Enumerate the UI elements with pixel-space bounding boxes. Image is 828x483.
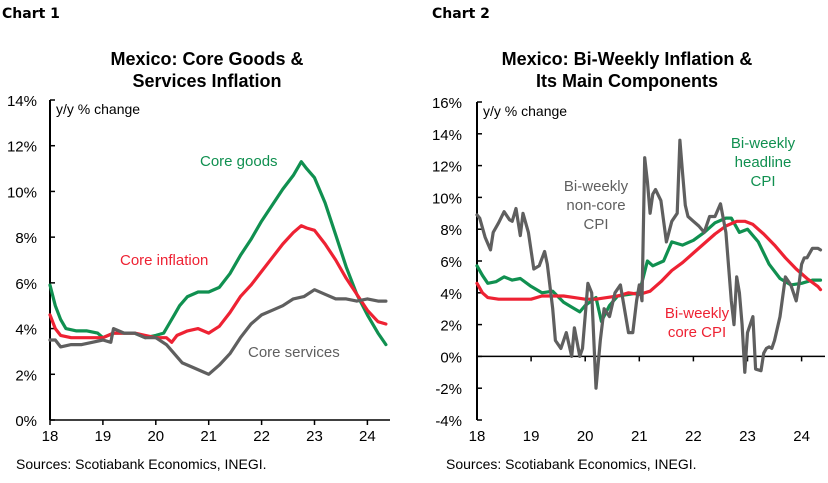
y-tick-label: 8% [15, 230, 37, 247]
series-annotation: CPI [750, 173, 775, 190]
chart-1-source: Sources: Scotiabank Economics, INEGI. [16, 456, 267, 472]
chart-1-label: Chart 1 [2, 6, 60, 22]
series-annotation: Core services [248, 344, 340, 361]
series-line-bi-weekly-core-cpi [475, 219, 823, 301]
y-tick-label: 2% [15, 367, 37, 384]
series-annotation: non-core [566, 197, 625, 214]
series-line-bi-weekly-non-core-cpi [475, 138, 823, 390]
x-tick-label: 18 [469, 428, 486, 445]
y-tick-label: 4% [440, 286, 462, 303]
chart-1-title-line-1: Mexico: Core Goods & [110, 49, 304, 69]
y-tick-label: 2% [440, 318, 462, 335]
x-tick-label: 23 [739, 428, 756, 445]
chart-1: 0% 2% 4% 6% 8% 10% 12% 14% 18 19 20 21 22 23 24 y/y % c… [7, 93, 390, 445]
y-tick-label: 10% [7, 184, 37, 201]
x-tick-label: 24 [793, 428, 810, 445]
y-tick-label: 12% [432, 159, 462, 176]
x-tick-label: 21 [631, 428, 648, 445]
y-tick-label: 16% [432, 95, 462, 112]
x-tick-label: 22 [253, 428, 270, 445]
x-tick-label: 22 [685, 428, 702, 445]
chart-2-title: Mexico: Bi-Weekly Inflation & Its Main C… [420, 48, 828, 92]
series-annotation: Bi-weekly [564, 178, 629, 195]
y-tick-label: 6% [15, 276, 37, 293]
series-annotation: Bi-weekly [665, 305, 730, 322]
x-tick-label: 20 [147, 428, 164, 445]
chart-2: -4% -2% 0% 2% 4% 6% 8% 10% 12% 14% 16% 18 19 20 21 22 23… [432, 95, 825, 445]
y-tick-label: 14% [432, 127, 462, 144]
y-tick-label: 8% [440, 222, 462, 239]
series-annotation: core CPI [668, 324, 726, 341]
series-line-core-services [48, 288, 388, 376]
y-axis-title: y/y % change [483, 103, 567, 119]
x-tick-label: 19 [523, 428, 540, 445]
x-tick-label: 21 [200, 428, 217, 445]
y-tick-label: 10% [432, 190, 462, 207]
series-line-core-goods [48, 160, 388, 347]
y-tick-label: 14% [7, 93, 37, 110]
x-tick-label: 23 [306, 428, 323, 445]
x-tick-label: 19 [95, 428, 112, 445]
y-tick-label: 6% [440, 254, 462, 271]
series-annotation: CPI [583, 216, 608, 233]
series-line-core-inflation [48, 224, 388, 344]
series-annotation: Core goods [200, 153, 278, 170]
chart-2-label: Chart 2 [432, 6, 490, 22]
y-tick-label: 12% [7, 139, 37, 156]
y-tick-label: 0% [440, 349, 462, 366]
chart-1-title-line-2: Services Inflation [132, 71, 282, 91]
series-annotation: headline [735, 154, 792, 171]
series-annotation: Core inflation [120, 252, 208, 269]
y-axis-title: y/y % change [56, 101, 140, 117]
chart-2-title-line-2: Its Main Components [535, 71, 718, 91]
x-tick-label: 24 [359, 428, 376, 445]
x-tick-label: 20 [577, 428, 594, 445]
series-annotation: Bi-weekly [731, 135, 796, 152]
chart-2-source: Sources: Scotiabank Economics, INEGI. [446, 456, 697, 472]
chart-2-title-line-1: Mexico: Bi-Weekly Inflation & [501, 49, 753, 69]
chart-1-title: Mexico: Core Goods & Services Inflation [0, 48, 414, 92]
y-tick-label: -4% [435, 413, 462, 430]
y-tick-label: 4% [15, 322, 37, 339]
y-tick-label: -2% [435, 381, 462, 398]
x-tick-label: 18 [42, 428, 59, 445]
y-tick-label: 0% [15, 413, 37, 430]
